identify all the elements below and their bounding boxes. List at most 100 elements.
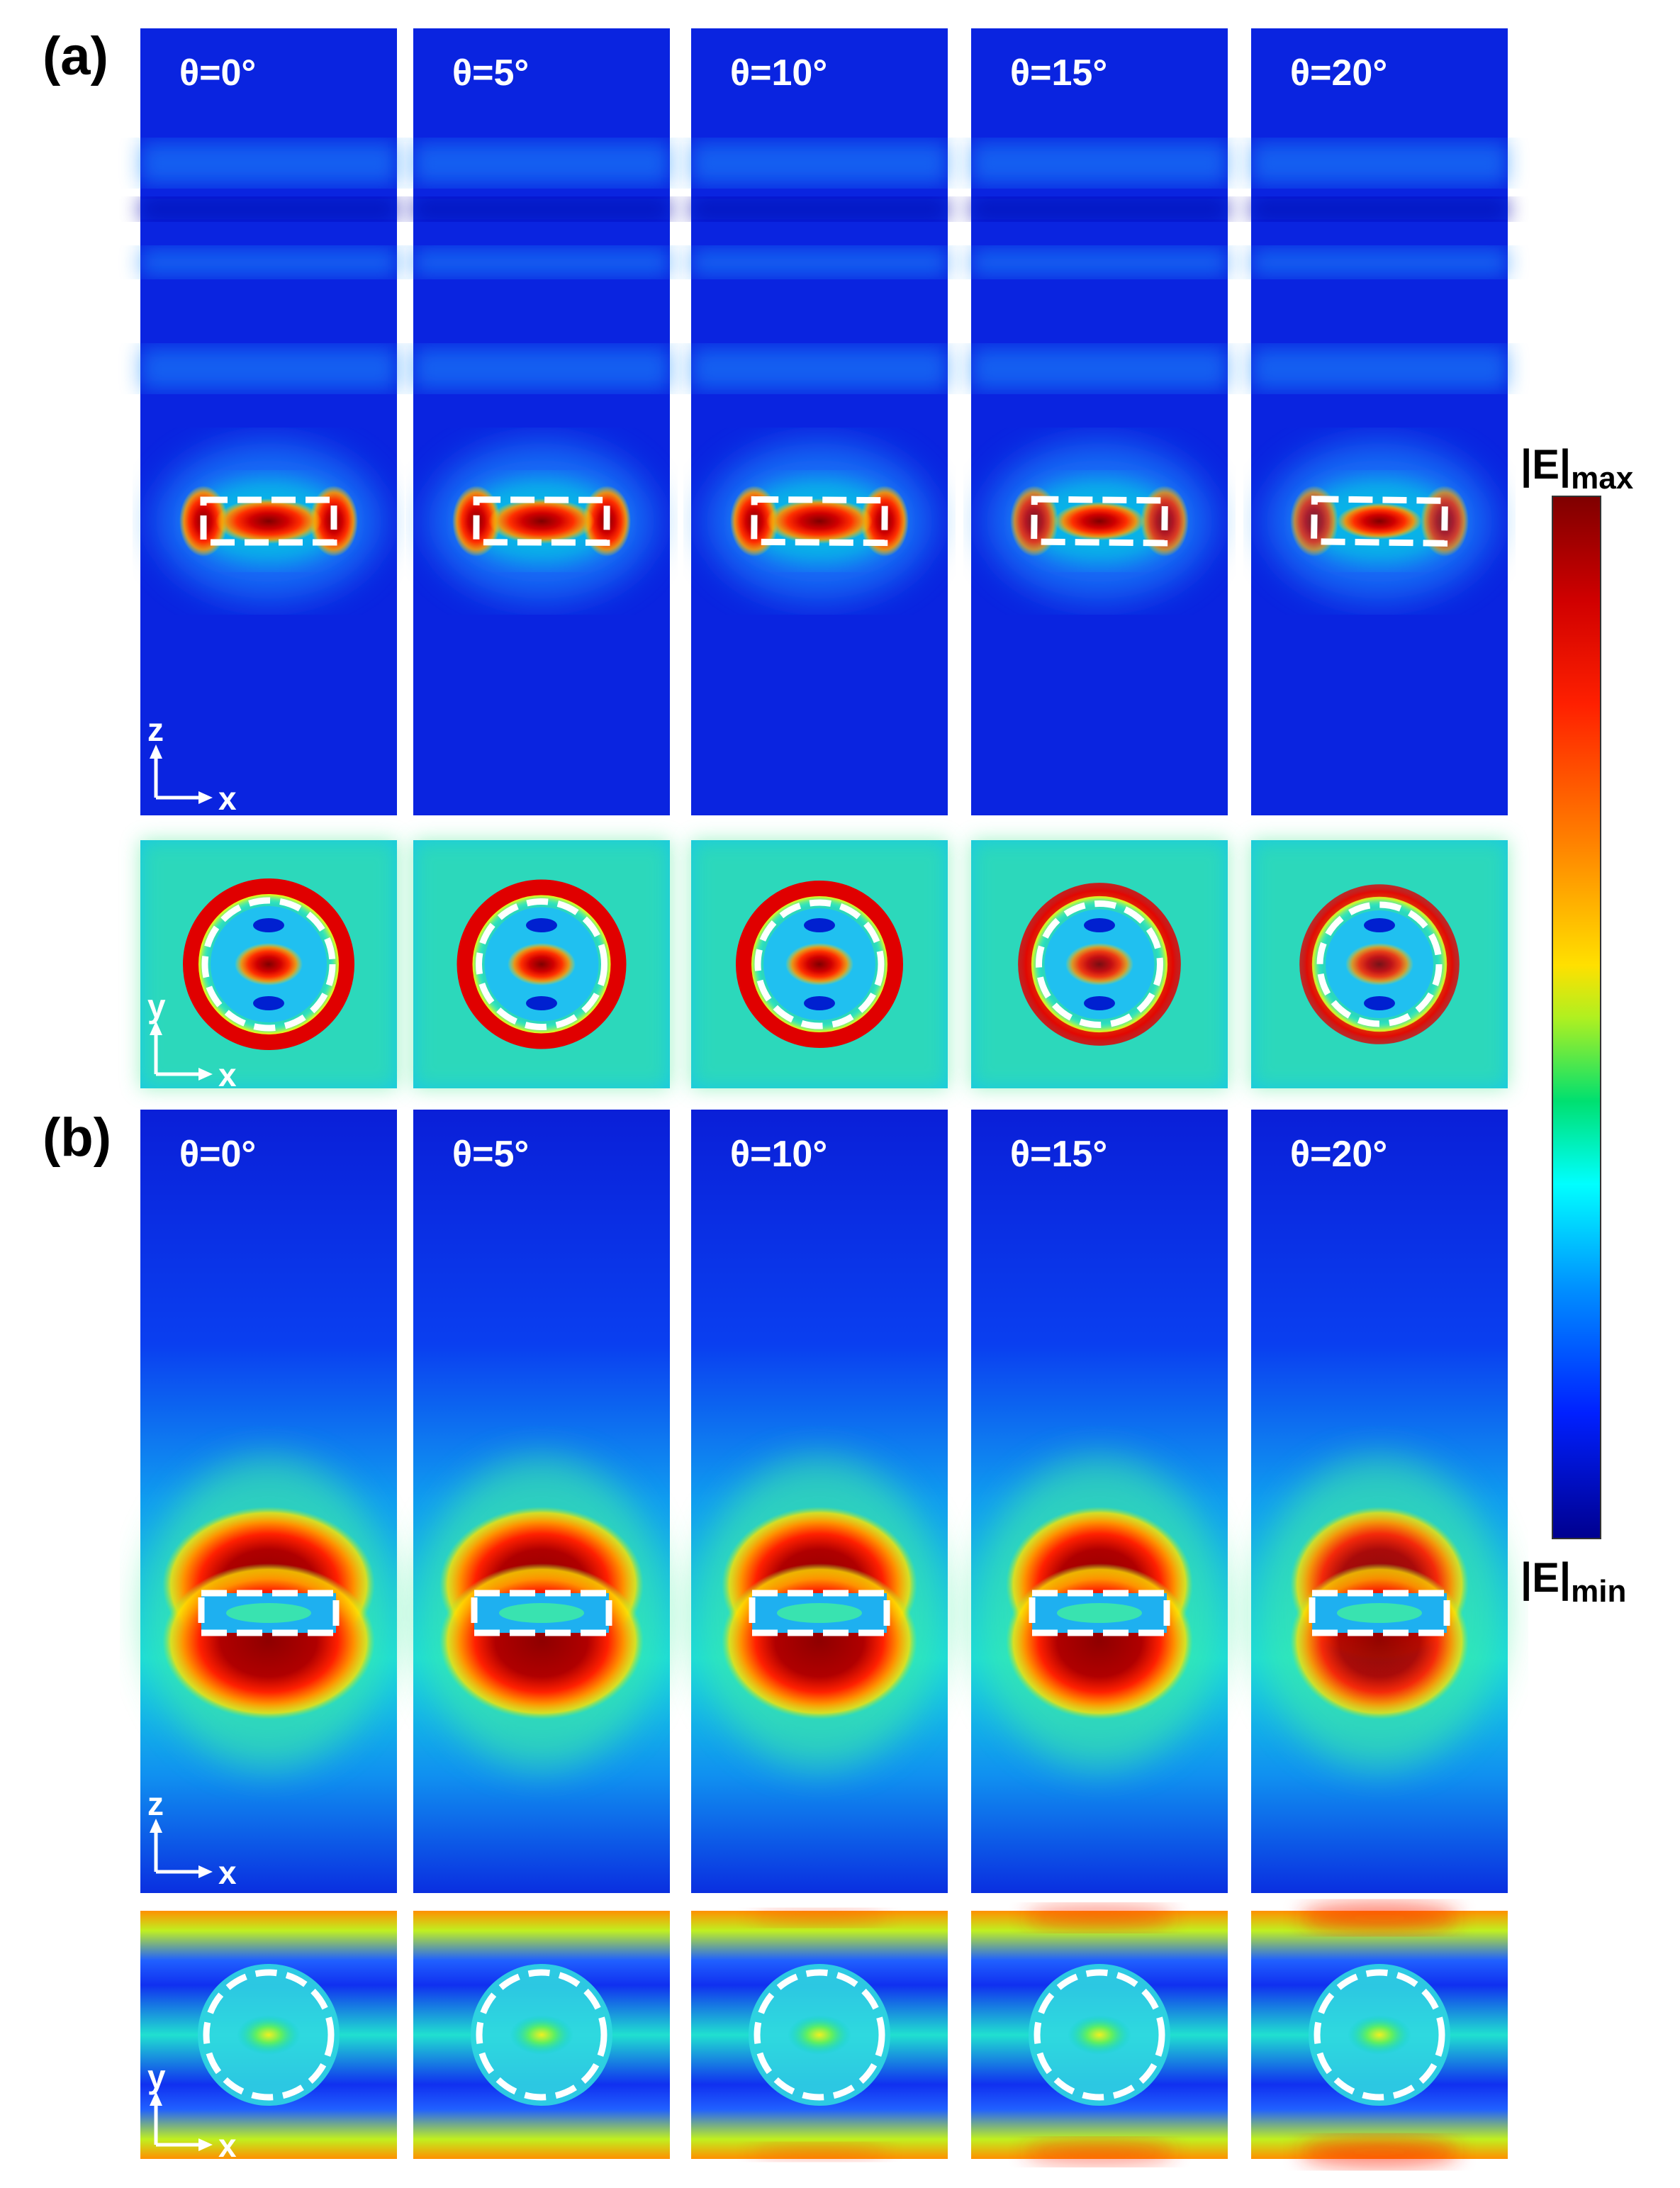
hotspot-center	[215, 498, 322, 544]
particle-outline	[1034, 1969, 1165, 2101]
hotspot-center	[1065, 943, 1133, 986]
angle-label: θ=5°	[452, 52, 529, 94]
node-top	[526, 918, 557, 932]
panel-b-side-4: θ=20°	[1251, 1110, 1508, 1893]
panel-a-side-2: θ=10°	[691, 28, 948, 815]
angle-label: θ=0°	[179, 1134, 256, 1175]
field-band	[971, 248, 1228, 277]
top-a-axis-arrow-up	[150, 1021, 162, 1035]
panel-a-top-3	[971, 840, 1228, 1088]
hotspot-center	[1068, 2015, 1131, 2055]
field-band	[140, 248, 397, 277]
panel-b-top-3	[971, 1905, 1228, 2165]
particle-outline	[749, 1590, 890, 1636]
side-a-axis-arrow-up	[150, 744, 162, 759]
field-node	[1251, 199, 1508, 220]
particle-outline	[1031, 496, 1168, 547]
field-band	[691, 347, 948, 390]
particle-outline	[476, 898, 607, 1030]
angle-label: θ=10°	[730, 52, 827, 94]
field-band	[1251, 347, 1508, 390]
top-a-axis-arrow-right	[198, 1068, 213, 1081]
edge-hot-top	[1299, 1902, 1460, 1933]
node-top	[804, 918, 835, 932]
node-top	[1084, 918, 1115, 932]
side-a-axis-label-vertical: z	[147, 711, 164, 748]
particle-glow	[1337, 1603, 1422, 1623]
hotspot-bottom	[722, 1563, 917, 1719]
node-bottom	[1084, 996, 1115, 1010]
angle-label: θ=0°	[179, 52, 256, 94]
particle-outline	[1036, 900, 1163, 1028]
field-band	[1251, 248, 1508, 277]
particle-outline	[200, 496, 337, 546]
edge-hot-top	[1024, 1905, 1175, 1931]
panel-a-side-4: θ=20°	[1251, 28, 1508, 815]
particle-outline	[1309, 1590, 1450, 1636]
panel-a-top-1	[413, 840, 670, 1088]
field-node	[140, 199, 397, 220]
field-node	[971, 199, 1228, 220]
particle-outline	[1314, 1969, 1445, 2101]
field-band	[971, 142, 1228, 184]
node-bottom	[1364, 996, 1395, 1010]
colorbar: |E|max |E|min	[1521, 442, 1634, 1609]
panel-b-top-4	[1251, 1902, 1508, 2167]
ring-hot	[457, 879, 627, 1049]
field-band	[413, 347, 670, 390]
top-b-axis-arrow-up	[150, 2092, 162, 2106]
colorbar-max-label: |E|max	[1521, 442, 1634, 496]
node-bottom	[526, 996, 557, 1010]
hotspot-center	[766, 498, 873, 544]
hotspot-bottom	[439, 1563, 644, 1719]
hotspot-center	[1348, 2015, 1411, 2055]
panel-b-side-0: θ=0° z x	[140, 1110, 397, 1893]
node-top	[1364, 918, 1395, 932]
angle-label: θ=20°	[1290, 1134, 1387, 1175]
hotspot-center	[1337, 503, 1422, 540]
field-node	[413, 199, 670, 220]
ring-hot	[1018, 883, 1181, 1046]
ring-hot	[183, 878, 354, 1050]
panel-b-top-1	[413, 1911, 670, 2159]
hotspot-center	[235, 943, 303, 986]
panel-a-top-4	[1251, 840, 1508, 1088]
hotspot-bottom	[1006, 1563, 1193, 1719]
ring-hot	[1299, 884, 1460, 1044]
particle-outline	[1029, 1590, 1170, 1636]
panel-a-side-1: θ=5°	[413, 28, 670, 815]
particle-outline	[1316, 901, 1443, 1027]
field-band	[1251, 142, 1508, 184]
panel-a-side-3: θ=15°	[971, 28, 1228, 815]
node-top	[253, 918, 284, 932]
side-b-axis-label-horizontal: x	[218, 1854, 237, 1891]
top-b-axis-label-horizontal: x	[218, 2127, 237, 2164]
angle-label: θ=15°	[1010, 1134, 1107, 1175]
particle-outline	[198, 1590, 340, 1636]
colorbar-min-label: |E|min	[1521, 1555, 1626, 1609]
panel-a-top-2	[691, 840, 948, 1088]
field-band	[691, 248, 948, 277]
hotspot-center	[510, 2015, 573, 2055]
panel-a-side-0: θ=0° z x	[140, 28, 397, 817]
top-b-axis-label-vertical: y	[147, 2058, 166, 2095]
angle-label: θ=20°	[1290, 52, 1387, 94]
angle-label: θ=5°	[452, 1134, 529, 1175]
hotspot-center	[1054, 501, 1145, 541]
edge-hot-bottom	[1299, 2136, 1460, 2167]
hotspot-center	[788, 2015, 851, 2055]
particle-outline	[201, 897, 336, 1032]
edge-hot-bottom	[750, 2143, 889, 2160]
panel-b-side-2: θ=10°	[691, 1110, 948, 1893]
particle-glow	[777, 1603, 862, 1623]
colorbar-gradient	[1552, 496, 1601, 1539]
particle-outline	[476, 1969, 607, 2101]
field-node	[691, 199, 948, 220]
colorbar-max-sub: max	[1571, 461, 1634, 496]
field-band	[413, 142, 670, 184]
side-b-axis-label-vertical: z	[147, 1785, 164, 1822]
field-band	[140, 347, 397, 390]
colorbar-max-main: |E|	[1521, 442, 1571, 488]
